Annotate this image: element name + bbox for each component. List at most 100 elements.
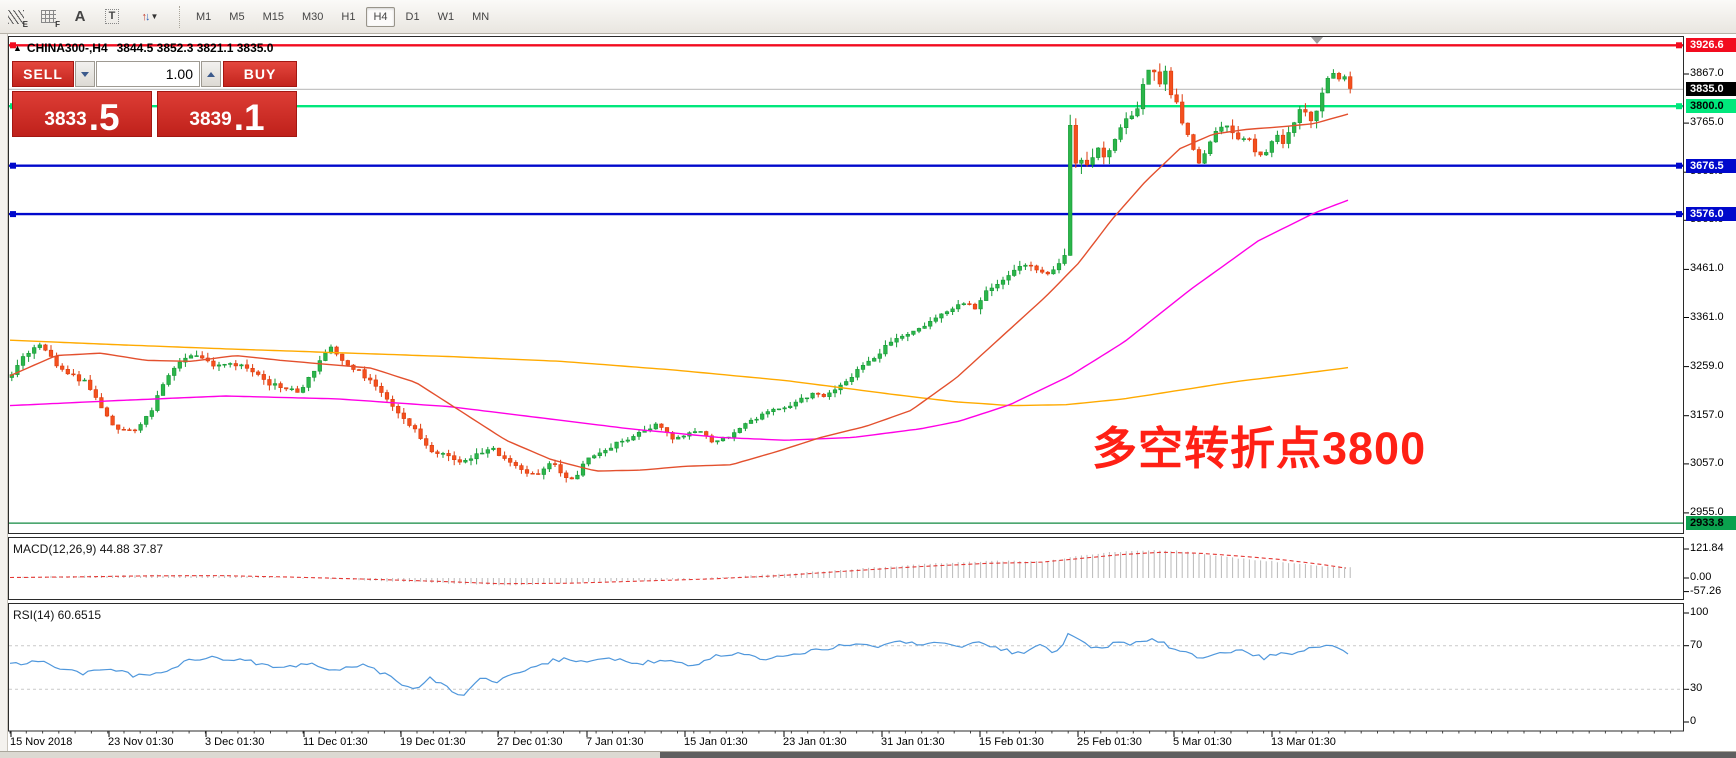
hline-anchor-right[interactable] [1676, 211, 1682, 218]
timeframe-button-m5[interactable]: M5 [229, 10, 245, 23]
timeframe-button-w1[interactable]: W1 [437, 10, 455, 23]
macd-series [9, 550, 1351, 586]
text-tool-label: A [74, 8, 86, 25]
ma-mid-line [9, 199, 1349, 441]
buy-price-main: 3839 [189, 109, 232, 130]
hline-anchor-right[interactable] [1676, 162, 1682, 169]
macd-axis-label: 0.00 [1690, 571, 1712, 583]
hline-anchor-left[interactable] [10, 42, 16, 49]
cycles-tool-icon[interactable]: ↑↓ ▼ [130, 4, 170, 30]
grid-sub-label: F [55, 19, 60, 29]
price-badge-2933.8: 2933.8 [1686, 516, 1736, 530]
time-axis-label: 27 Dec 01:30 [497, 736, 563, 748]
price-tick-label: 3259.0 [1690, 360, 1724, 372]
time-axis-label: 15 Jan 01:30 [684, 736, 748, 748]
rsi-line [9, 632, 1349, 696]
timeframe-button-h4[interactable]: H4 [366, 6, 395, 27]
time-axis-label: 11 Dec 01:30 [303, 736, 368, 748]
price-badge-3576.0: 3576.0 [1686, 207, 1736, 221]
macd-label: MACD(12,26,9) 44.88 37.87 [13, 542, 164, 556]
time-axis-label: 23 Nov 01:30 [108, 736, 174, 748]
timeframe-button-h1[interactable]: H1 [341, 10, 356, 23]
timeframe-bar: M1 M5 M15 M30 H1 H4 D1 W1 MN [187, 6, 498, 27]
time-axis-label: 3 Dec 01:30 [205, 736, 265, 748]
volume-input[interactable] [96, 61, 200, 87]
buy-button[interactable]: BUY [223, 61, 297, 87]
hline-anchor-right[interactable] [1676, 42, 1682, 49]
volume-increase-button[interactable] [201, 61, 221, 87]
hatch-sub-label: E [22, 19, 28, 29]
price-tick-label: 3765.0 [1690, 116, 1724, 128]
grid-tool-icon[interactable]: F [34, 4, 62, 30]
symbol-marker-icon: ▲ [13, 43, 22, 53]
hline-anchor-right[interactable] [1676, 103, 1682, 110]
sell-button[interactable]: SELL [12, 61, 74, 87]
symbol-timeframe-label: CHINA300-,H4 [26, 41, 108, 55]
text-tool-icon[interactable]: A [66, 4, 94, 30]
sell-price-pip: .5 [88, 97, 120, 138]
price-tick-label: 3461.0 [1690, 262, 1724, 274]
time-axis-label: 15 Nov 2018 [10, 736, 73, 748]
timeframe-button-m15[interactable]: M15 [262, 10, 284, 23]
hatch-tool-icon[interactable]: E [2, 4, 30, 30]
sell-price-main: 3833 [44, 109, 87, 130]
macd-axis-label: 121.84 [1690, 542, 1724, 554]
timeframe-button-m1[interactable]: M1 [196, 10, 212, 23]
timeframe-button-m30[interactable]: M30 [301, 10, 324, 23]
ohlc-values: 3844.5 3852.3 3821.1 3835.0 [116, 41, 274, 55]
time-axis-label: 13 Mar 01:30 [1271, 736, 1336, 748]
rsi-axis-label: 70 [1690, 639, 1703, 651]
grid-glyph [40, 10, 56, 23]
toolbar-separator [179, 5, 180, 28]
buy-button-label: BUY [243, 66, 277, 82]
rsi-axis-label: 30 [1690, 682, 1703, 694]
hline-anchor-left[interactable] [10, 211, 16, 218]
chevron-down-icon: ▼ [150, 12, 159, 21]
chart-toolbar: E F A T ↑↓ ▼ M1 M5 M15 M30 H1 H4 D1 W1 MN [0, 0, 1736, 34]
price-badge-3835.0: 3835.0 [1686, 82, 1736, 96]
chart-text-annotation[interactable]: 多空转折点3800 [1092, 423, 1427, 474]
time-axis-label: 7 Jan 01:30 [586, 736, 644, 748]
label-tool-label: T [104, 9, 120, 24]
label-tool-icon[interactable]: T [98, 4, 126, 30]
price-badge-3676.5: 3676.5 [1686, 159, 1736, 173]
chart-shift-icon[interactable] [1311, 37, 1323, 44]
price-badge-3926.6: 3926.6 [1686, 38, 1736, 52]
price-tick-label: 3867.0 [1690, 67, 1724, 79]
rsi-axis-label: 0 [1690, 715, 1697, 727]
time-axis-label: 25 Feb 01:30 [1077, 736, 1142, 748]
sell-price-box[interactable]: 3833 .5 [12, 91, 152, 137]
cycles-glyph: ↑↓ [141, 10, 151, 23]
buy-price-pip: .1 [233, 97, 265, 138]
scrollbar-thumb[interactable] [660, 752, 1736, 758]
ma-slow-line [9, 339, 1349, 407]
time-axis-label: 19 Dec 01:30 [400, 736, 466, 748]
price-tick-label: 3361.0 [1690, 311, 1724, 323]
horizontal-scrollbar[interactable] [0, 751, 1736, 758]
price-tick-label: 2955.0 [1690, 506, 1724, 518]
rsi-label: RSI(14) 60.6515 [13, 608, 102, 622]
time-axis-label: 23 Jan 01:30 [783, 736, 847, 748]
rsi-axis-label: 100 [1690, 606, 1709, 618]
time-axis-label: 15 Feb 01:30 [979, 736, 1044, 748]
time-axis-label: 5 Mar 01:30 [1173, 736, 1232, 748]
window-left-border [0, 33, 8, 751]
volume-decrease-button[interactable] [75, 61, 95, 87]
timeframe-button-mn[interactable]: MN [472, 10, 490, 23]
one-click-trade-panel: SELL BUY 3833 .5 3839 .1 [12, 61, 297, 137]
hline-anchor-left[interactable] [10, 162, 16, 169]
sell-button-label: SELL [23, 66, 63, 82]
price-tick-label: 3157.0 [1690, 409, 1724, 421]
triangle-up-icon [207, 71, 215, 77]
triangle-down-icon [81, 71, 89, 77]
buy-price-box[interactable]: 3839 .1 [157, 91, 297, 137]
time-axis-label: 31 Jan 01:30 [881, 736, 945, 748]
chart-title: ▲ CHINA300-,H4 3844.5 3852.3 3821.1 3835.0 [13, 41, 273, 55]
hatch-glyph [8, 9, 24, 24]
price-badge-3800.0: 3800.0 [1686, 99, 1736, 113]
macd-axis-label: -57.26 [1690, 585, 1722, 597]
timeframe-button-d1[interactable]: D1 [405, 10, 420, 23]
